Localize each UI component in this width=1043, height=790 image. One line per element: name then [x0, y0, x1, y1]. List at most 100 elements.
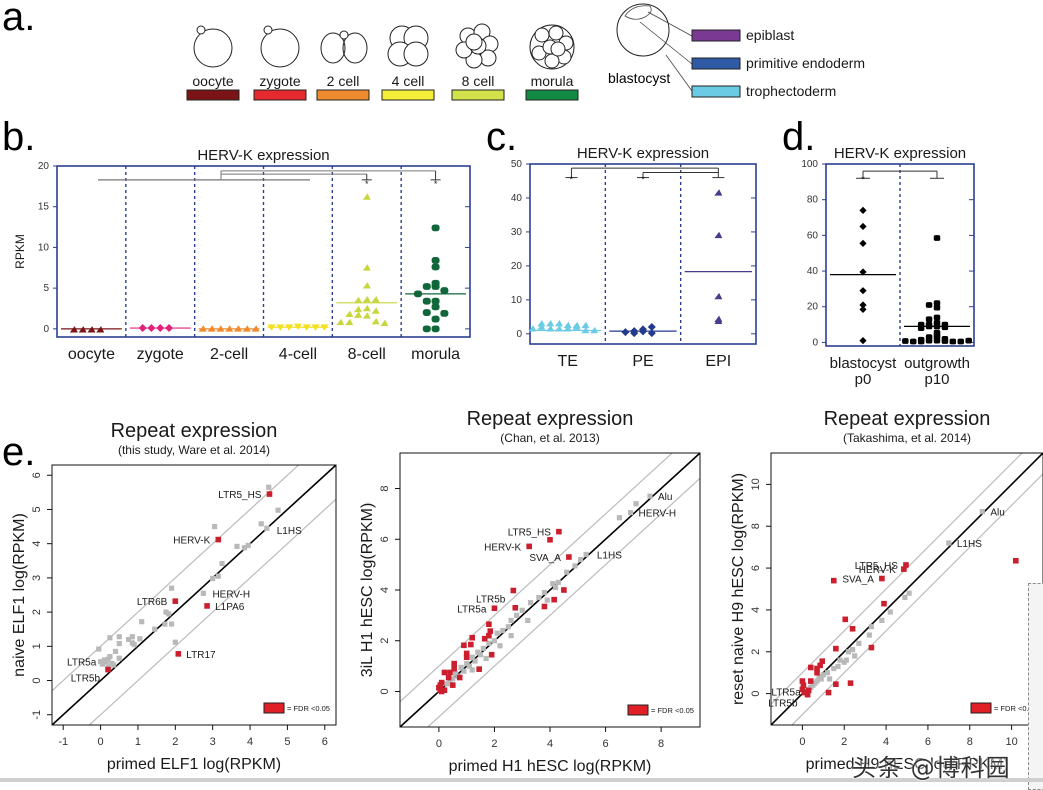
- significant-point: [800, 682, 807, 689]
- significant-point: [833, 681, 839, 687]
- grey-point: [494, 630, 500, 636]
- grey-point: [101, 657, 107, 663]
- grey-point: [210, 575, 216, 582]
- category-label: morula: [411, 346, 460, 363]
- significant-point: [510, 587, 517, 594]
- y-tick-label: 50: [511, 159, 523, 170]
- significant-point: [487, 628, 494, 634]
- y-tick-label: 0: [516, 329, 522, 340]
- point-label: LTR5a: [457, 604, 487, 615]
- significant-point: [547, 536, 553, 543]
- cell-outline: [260, 28, 300, 68]
- significant-point: [463, 654, 470, 661]
- grey-point: [845, 649, 852, 655]
- data-point: [362, 193, 371, 200]
- plot-frame: [529, 163, 757, 345]
- overlay-side-panel: [1028, 583, 1043, 790]
- data-point: [572, 321, 581, 329]
- data-point: [422, 297, 431, 305]
- data-point: [941, 324, 949, 331]
- category-label: oocyte: [68, 346, 115, 363]
- x-axis-label: primed H1 hESC log(RPKM): [449, 758, 652, 775]
- grey-point: [616, 515, 623, 521]
- data-point: [917, 338, 925, 345]
- point-label: HERV-K: [484, 542, 521, 553]
- fold-change-line: [88, 498, 336, 725]
- y-tick-label: 40: [807, 266, 819, 277]
- data-point: [859, 206, 867, 214]
- grey-point: [152, 626, 158, 632]
- plot-frame: [51, 464, 337, 726]
- data-point: [380, 319, 389, 326]
- point-label: HERV-K: [173, 536, 210, 547]
- grey-point: [514, 612, 520, 618]
- data-point: [933, 314, 941, 321]
- panel-label-d: d.: [782, 115, 815, 159]
- data-point: [362, 282, 371, 289]
- grey-point: [572, 563, 578, 569]
- x-tick-label: 0: [98, 736, 104, 748]
- x-tick-label: 4: [547, 738, 553, 750]
- grey-point: [245, 542, 251, 548]
- series-outgrowth-p10: [902, 235, 972, 345]
- y-tick-label: 10: [750, 478, 762, 490]
- significant-point: [881, 600, 887, 607]
- grey-point: [107, 635, 113, 641]
- data-point: [563, 321, 572, 329]
- significant-point: [447, 669, 453, 676]
- data-point: [336, 318, 345, 326]
- x-tick-label: 2: [841, 736, 847, 748]
- point-label: L1PA6: [215, 602, 245, 613]
- data-point: [859, 305, 867, 314]
- panel-a-stages: oocyte zygote 2 cell 4 cell 8 cell morula: [186, 23, 579, 101]
- grey-point: [241, 545, 248, 551]
- data-point: [546, 320, 555, 327]
- grey-point: [172, 639, 178, 645]
- significant-point: [551, 596, 557, 603]
- grey-point: [116, 640, 122, 647]
- grey-point: [107, 653, 113, 660]
- significant-point: [476, 666, 482, 672]
- data-point: [431, 224, 440, 232]
- point-label: LTR5b: [476, 595, 506, 606]
- cell-outline: [193, 28, 233, 68]
- series-zygote: [129, 324, 191, 333]
- y-axis-label: 3iL H1 hESC log(RPKM): [359, 503, 376, 678]
- y-tick-label: 2: [750, 649, 762, 655]
- x-axis-label: primed ELF1 log(RPKM): [107, 756, 281, 773]
- grey-point: [458, 664, 464, 670]
- significant-point: [833, 645, 839, 652]
- x-tick-label: 4: [247, 736, 253, 748]
- grey-point: [816, 674, 822, 680]
- data-point: [345, 318, 354, 326]
- x-tick-label: 6: [322, 736, 328, 748]
- lineage-swatch: [691, 85, 741, 98]
- grey-point: [275, 507, 281, 513]
- grey-point: [129, 634, 135, 640]
- significant-point: [879, 575, 885, 582]
- point-label: LTR5b: [71, 674, 101, 685]
- grey-point: [831, 665, 837, 672]
- significant-point: [541, 603, 548, 610]
- data-point: [957, 338, 964, 345]
- data-point: [902, 338, 909, 344]
- point-label: Alu: [990, 508, 1004, 519]
- grey-point: [633, 501, 639, 507]
- significant-point: [817, 662, 823, 669]
- grey-point: [564, 569, 570, 575]
- point-label: SVA_A: [529, 553, 561, 564]
- grey-point: [491, 638, 498, 644]
- y-axis-label: RPKM: [13, 234, 27, 269]
- four-cell-icon: [387, 25, 429, 67]
- grey-point: [555, 579, 561, 585]
- category-label: p0: [855, 371, 872, 388]
- point-label: LTR17: [186, 650, 216, 661]
- significant-point: [105, 666, 111, 673]
- data-point: [933, 304, 941, 311]
- data-point: [714, 317, 723, 325]
- significant-point: [463, 650, 470, 657]
- significant-point: [561, 587, 567, 593]
- data-point: [859, 301, 867, 309]
- category-label: EPI: [705, 353, 731, 370]
- point-label: LTR5a: [67, 658, 97, 669]
